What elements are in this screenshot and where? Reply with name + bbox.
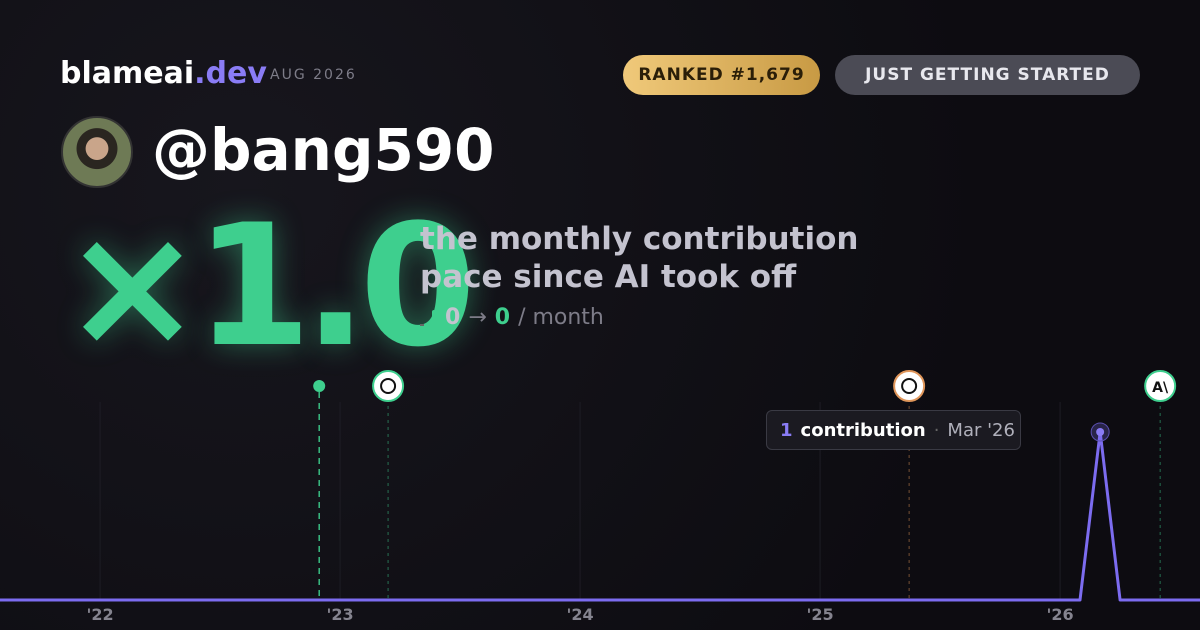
event-logo bbox=[901, 378, 918, 394]
username: @bang590 bbox=[152, 116, 495, 184]
status-badge: JUST GETTING STARTED bbox=[835, 55, 1140, 95]
event-badge bbox=[372, 370, 405, 402]
event-dot bbox=[313, 380, 326, 392]
x-tick-label: '25 bbox=[806, 605, 833, 624]
event-badge bbox=[893, 370, 926, 402]
x-tick-label: '22 bbox=[86, 605, 113, 624]
rank-badge: RANKED #1,679 bbox=[623, 55, 820, 95]
tooltip-separator: · bbox=[933, 419, 940, 441]
date: AUG 2026 bbox=[270, 67, 357, 83]
highlight-point bbox=[1096, 428, 1105, 436]
x-tick-label: '24 bbox=[566, 605, 593, 624]
tooltip-unit: contribution bbox=[800, 419, 926, 441]
avatar bbox=[61, 116, 133, 188]
pace-before: 0 bbox=[445, 305, 461, 330]
tooltip-date: Mar '26 bbox=[947, 419, 1015, 441]
pace-before-bar bbox=[420, 324, 424, 326]
pace-after-bar bbox=[432, 309, 437, 326]
brand-name: blameai bbox=[60, 56, 195, 91]
x-tick-label: '26 bbox=[1046, 605, 1073, 624]
brand: blameai.dev bbox=[60, 56, 267, 91]
description-line: pace since AI took off bbox=[420, 259, 797, 295]
x-tick-label: '23 bbox=[326, 605, 353, 624]
description-line: the monthly contribution bbox=[420, 221, 859, 257]
pace-after: 0 bbox=[494, 305, 511, 330]
pace-unit: / month bbox=[518, 305, 604, 330]
event-label: A\ bbox=[1152, 380, 1169, 396]
multiplier: ×1.0 bbox=[62, 188, 476, 384]
pace-arrow: → bbox=[468, 305, 487, 330]
brand-suffix: .dev bbox=[194, 56, 267, 91]
description: the monthly contribution pace since AI to… bbox=[420, 220, 858, 296]
tooltip: 1 contribution · Mar '26 bbox=[766, 410, 1021, 450]
tooltip-value: 1 bbox=[780, 419, 793, 441]
event-badge bbox=[1144, 370, 1177, 402]
pace: 0 → 0 / month bbox=[420, 305, 604, 330]
event-logo bbox=[380, 378, 397, 394]
series-line bbox=[0, 430, 1200, 602]
